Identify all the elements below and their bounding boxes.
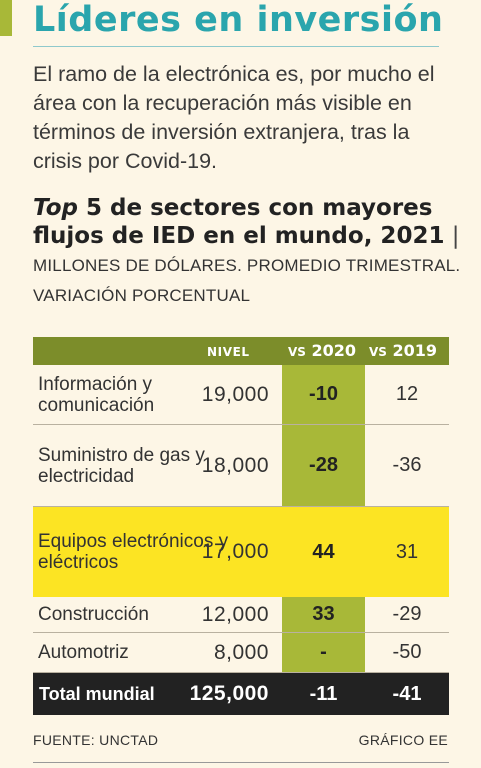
total-vs2019: -41 bbox=[392, 682, 422, 705]
sector-name: Suministro de gas y electricidad bbox=[38, 444, 205, 487]
nivel-value: 19,000 bbox=[201, 382, 269, 406]
vs2019-value: 31 bbox=[395, 540, 419, 563]
header-nivel: NIVEL bbox=[207, 345, 250, 359]
subtitle-separator: | bbox=[444, 223, 460, 249]
header-vs2020-year: 2020 bbox=[311, 341, 357, 360]
vs2019-value: -50 bbox=[392, 641, 422, 663]
total-row: Total mundial 125,000 -11 -41 bbox=[33, 673, 449, 715]
total-vs2020: -11 bbox=[309, 682, 338, 705]
vs2019-value: -36 bbox=[392, 454, 422, 476]
vs2020-value: 33 bbox=[312, 603, 335, 625]
nivel-value: 18,000 bbox=[201, 453, 269, 477]
total-nivel: 125,000 bbox=[189, 682, 269, 705]
page-title: Líderes en inversión bbox=[33, 0, 444, 40]
header-vs2020: VS 2020 bbox=[288, 341, 356, 360]
title-divider bbox=[33, 46, 439, 47]
sector-name: Información y comunicación bbox=[38, 373, 155, 416]
vs2020-value: -10 bbox=[309, 383, 338, 405]
header-vs2019-prefix: VS bbox=[369, 345, 387, 359]
header-vs2020-prefix: VS bbox=[288, 345, 306, 359]
table-row: Suministro de gas y electricidad 18,000 -2… bbox=[33, 425, 449, 507]
vs2020-value: -28 bbox=[309, 454, 338, 476]
sector-name: Construcción bbox=[38, 604, 149, 625]
vs2020-value: 44 bbox=[312, 540, 335, 563]
table-header: NIVEL VS 2020 VS 2019 bbox=[33, 337, 449, 365]
nivel-value: 8,000 bbox=[213, 640, 269, 664]
vs2020-value: - bbox=[320, 641, 327, 663]
subtitle-top-word: Top bbox=[33, 195, 78, 221]
header-vs2019-year: 2019 bbox=[392, 341, 438, 360]
subtitle-unit: MILLONES DE DÓLARES. PROMEDIO TRIMESTRAL… bbox=[33, 256, 461, 305]
bottom-divider bbox=[33, 762, 449, 763]
subtitle-main-text: 5 de sectores con mayores flujos de IED … bbox=[33, 195, 445, 249]
sector-name: Automotriz bbox=[38, 642, 129, 663]
table-row: Equipos electrónicos y eléctricos 17,000 4… bbox=[33, 507, 449, 597]
total-label: Total mundial bbox=[39, 683, 155, 704]
sector-name: Equipos electrónicos y eléctricos bbox=[38, 531, 229, 573]
graphic-credit: GRÁFICO EE bbox=[358, 732, 448, 748]
table-row: Construcción 12,000 33 -29 bbox=[33, 597, 449, 633]
header-vs2019: VS 2019 bbox=[369, 341, 437, 360]
chart-subtitle: Top 5 de sectores con mayores flujos de … bbox=[33, 194, 463, 310]
sector-table: NIVEL VS 2020 VS 2019 Información y comu… bbox=[33, 337, 449, 716]
vs2019-value: -29 bbox=[392, 603, 422, 625]
table-row: Automotriz 8,000 - -50 bbox=[33, 633, 449, 673]
vs2019-value: 12 bbox=[395, 383, 419, 405]
nivel-value: 12,000 bbox=[201, 602, 269, 626]
nivel-value: 17,000 bbox=[201, 540, 269, 563]
source-note: FUENTE: UNCTAD bbox=[33, 732, 159, 748]
title-accent-bar bbox=[0, 0, 12, 36]
vs2020-highlight-column bbox=[282, 337, 365, 672]
row-highlight-cell bbox=[282, 507, 365, 597]
table-row: Información y comunicación 19,000 -10 12 bbox=[33, 365, 449, 425]
intro-paragraph: El ramo de la electrónica es, por mucho … bbox=[33, 62, 435, 173]
